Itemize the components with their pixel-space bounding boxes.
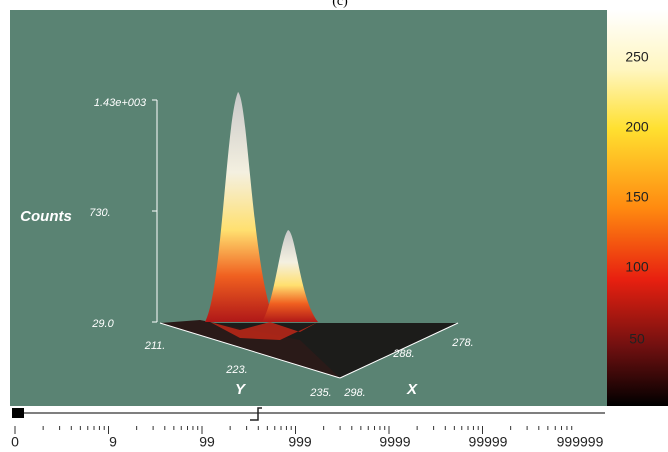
y-tick-label: 211.: [144, 340, 166, 352]
x-tick-label: 298.: [343, 387, 365, 399]
z-tick-label: 29.0: [91, 318, 114, 330]
slider-label: 99999: [469, 434, 508, 450]
axes: [152, 99, 459, 379]
slider-label: 999: [288, 434, 312, 450]
colorbar-label: 50: [629, 331, 645, 347]
slider-label: 9999: [379, 434, 410, 450]
slider-handle[interactable]: [250, 407, 262, 421]
slider-ticks: [14, 426, 573, 434]
title: (c): [332, 0, 348, 9]
colorbar-label: 100: [625, 259, 649, 275]
x-tick-label: 278.: [451, 337, 473, 349]
slider-label: 99: [199, 434, 215, 450]
y-tick-label: 223.: [225, 364, 247, 376]
peak: [262, 230, 318, 322]
colorbar-label: 150: [625, 189, 649, 205]
z-axis-label: Counts: [20, 208, 72, 225]
z-tick-label: 1.43e+003: [94, 97, 147, 109]
colorbar: [607, 10, 668, 406]
y-tick-label: 235.: [309, 387, 331, 399]
colorbar-label: 250: [625, 49, 649, 65]
peak: [205, 92, 275, 322]
peak-base: [210, 322, 318, 340]
slider-label: 0: [11, 434, 19, 450]
base-shade: [160, 320, 340, 378]
z-tick-label: 730.: [89, 207, 110, 219]
slider-label: 999999: [557, 434, 604, 450]
slider-label: 9: [109, 434, 117, 450]
slider-handle[interactable]: [12, 408, 24, 418]
y-axis-label: Y: [235, 381, 247, 398]
x-axis-label: X: [406, 381, 418, 398]
colorbar-label: 200: [625, 119, 649, 135]
x-tick-label: 288.: [392, 348, 414, 360]
